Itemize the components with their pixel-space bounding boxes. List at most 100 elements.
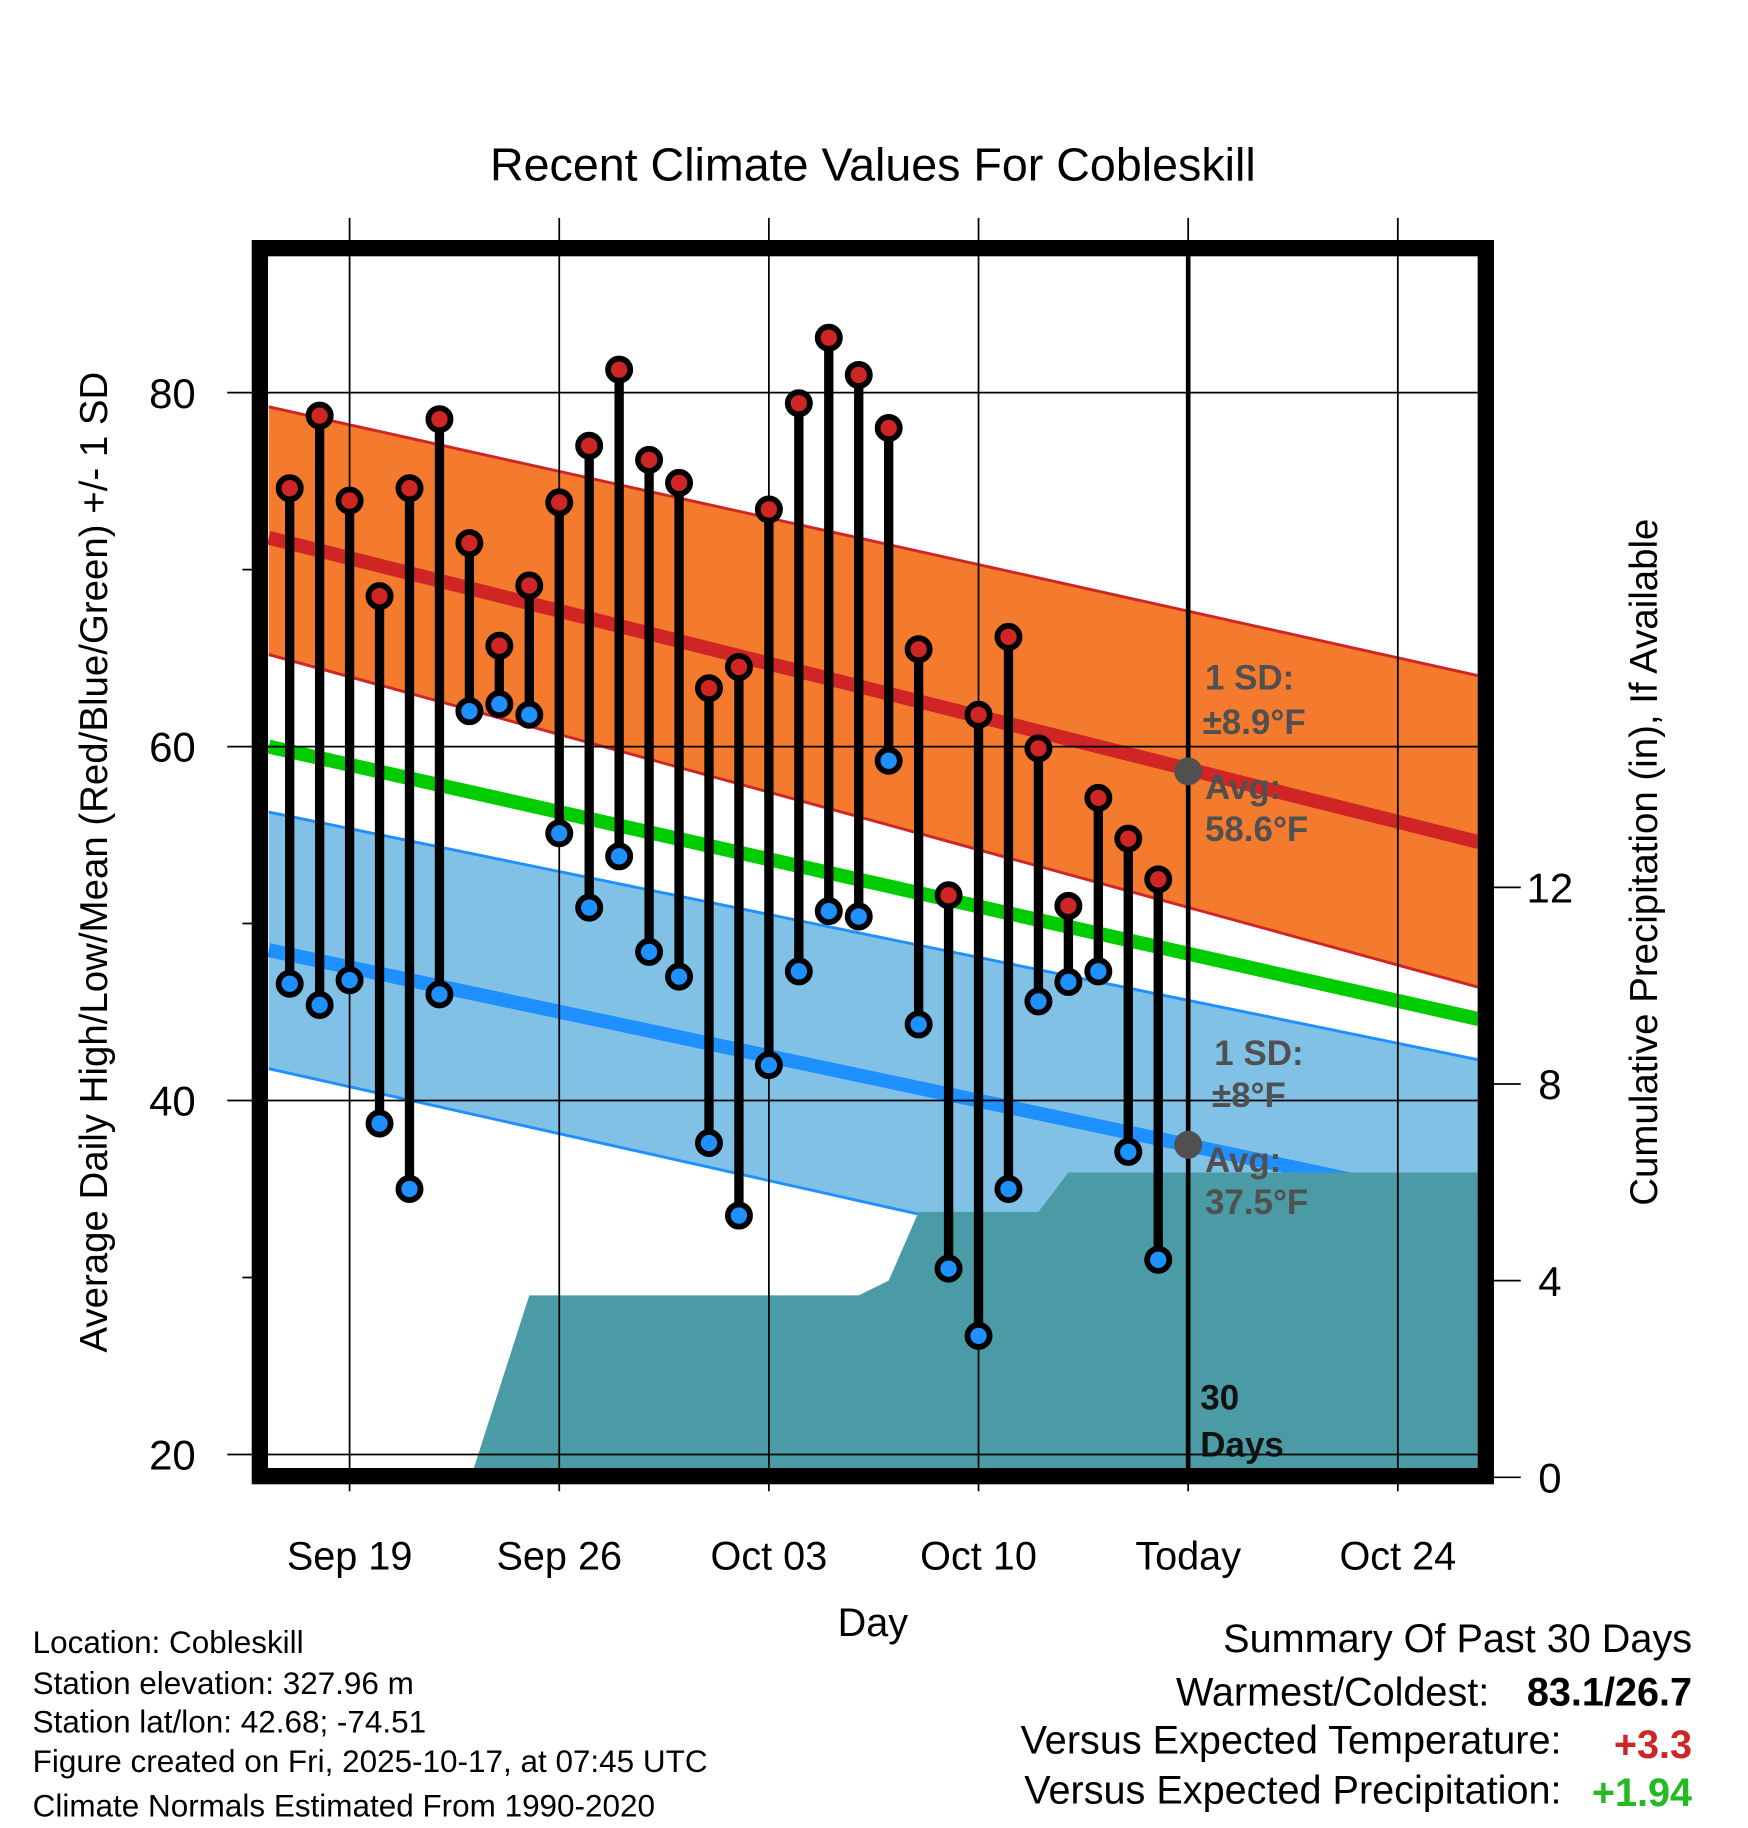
daily-high-point — [844, 360, 873, 389]
today-low-avg-marker — [1174, 1130, 1203, 1159]
low-avg-label: Avg: — [1205, 1141, 1281, 1180]
daily-high-point — [455, 529, 484, 558]
daily-low-point — [545, 819, 574, 848]
low-band-upper-edge — [268, 810, 1478, 1062]
summary-title: Summary Of Past 30 Days — [1223, 1617, 1692, 1661]
daily-low-point — [275, 969, 304, 998]
info-location: Location: Cobleskill — [33, 1625, 304, 1660]
daily-low-point — [814, 897, 843, 926]
daily-high-point — [874, 414, 903, 443]
daily-low-point — [425, 980, 454, 1009]
daily-high-point — [1144, 865, 1173, 894]
plot-area — [268, 405, 1478, 1468]
summary-temp-value: +3.3 — [1614, 1723, 1692, 1767]
daily-low-point — [335, 966, 364, 995]
low-sd-value: ±8°F — [1212, 1076, 1286, 1115]
daily-high-point — [1084, 783, 1113, 812]
summary-panel: Summary Of Past 30 Days Warmest/Coldest:… — [1021, 1617, 1692, 1815]
daily-high-point — [964, 700, 993, 729]
daily-high-point — [1114, 824, 1143, 853]
info-latlon: Station lat/lon: 42.68; -74.51 — [33, 1704, 426, 1739]
daily-high-point — [575, 431, 604, 460]
low-avg-value: 37.5°F — [1205, 1183, 1308, 1222]
station-info: Location: Cobleskill Station elevation: … — [33, 1625, 708, 1823]
daily-low-point — [695, 1129, 723, 1157]
daily-high-point — [485, 631, 514, 660]
daily-high-point — [695, 674, 723, 703]
info-created: Figure created on Fri, 2025-10-17, at 07… — [33, 1744, 708, 1779]
axes: 20 40 60 80 0 4 8 12 Sep 19 Sep 26 Oct 03 Oct 10 Tod… — [149, 370, 1573, 1579]
period-days-number: 30 — [1200, 1379, 1239, 1418]
low-sd-label: 1 SD: — [1214, 1034, 1303, 1073]
x-tick-label: Oct 24 — [1339, 1534, 1456, 1578]
daily-low-point — [1144, 1245, 1173, 1274]
y-tick-label: 20 — [149, 1432, 196, 1479]
x-tick-label: Oct 10 — [920, 1534, 1037, 1578]
y-tick-label: 60 — [149, 724, 196, 771]
high-avg-value: 58.6°F — [1205, 810, 1308, 849]
daily-high-point — [994, 622, 1023, 651]
daily-low-point — [784, 957, 813, 986]
y2-tick-label: 12 — [1527, 864, 1574, 911]
high-avg-label: Avg: — [1205, 768, 1281, 807]
daily-high-point — [665, 468, 694, 497]
y-tick-label: 80 — [149, 370, 196, 417]
x-axis-label: Day — [838, 1601, 909, 1645]
summary-precip-label: Versus Expected Precipitation: — [1024, 1769, 1561, 1813]
daily-low-point — [485, 690, 514, 719]
daily-high-point — [784, 389, 813, 418]
info-normals: Climate Normals Estimated From 1990-2020 — [33, 1788, 655, 1823]
summary-warm-cold-label: Warmest/Coldest: — [1176, 1671, 1489, 1715]
daily-high-point — [365, 582, 394, 611]
daily-high-point — [754, 495, 783, 524]
daily-low-point — [575, 893, 604, 922]
daily-high-point — [515, 571, 544, 600]
y-tick-label: 40 — [149, 1078, 196, 1125]
y2-tick-label: 4 — [1538, 1258, 1561, 1305]
daily-high-point — [934, 881, 963, 910]
daily-low-point — [665, 962, 694, 991]
daily-low-point — [605, 842, 634, 871]
y2-axis-label: Cumulative Precipitation (in), If Availa… — [1623, 519, 1666, 1206]
daily-low-point — [934, 1254, 963, 1283]
daily-low-point — [874, 746, 903, 775]
y-axis-label: Average Daily High/Low/Mean (Red/Blue/Gr… — [73, 372, 116, 1353]
daily-low-point — [724, 1201, 753, 1230]
daily-low-point — [515, 700, 544, 729]
summary-temp-label: Versus Expected Temperature: — [1021, 1718, 1562, 1762]
daily-low-point — [964, 1321, 993, 1350]
normal-mean-line — [268, 739, 1478, 1026]
daily-high-point — [904, 635, 933, 664]
today-high-avg-marker — [1174, 757, 1203, 786]
daily-low-point — [635, 937, 664, 966]
x-tick-label: Oct 03 — [711, 1534, 828, 1578]
daily-high-point — [305, 401, 334, 430]
info-elevation: Station elevation: 327.96 m — [33, 1666, 414, 1701]
daily-low-point — [994, 1175, 1023, 1203]
chart-title: Recent Climate Values For Cobleskill — [490, 139, 1256, 191]
daily-low-point — [1054, 967, 1083, 996]
y2-tick-label: 0 — [1538, 1454, 1561, 1501]
period-days-unit: Days — [1200, 1425, 1284, 1464]
summary-warm-cold-value: 83.1/26.7 — [1527, 1671, 1692, 1715]
daily-low-point — [1024, 987, 1053, 1016]
x-tick-label: Sep 19 — [287, 1534, 413, 1578]
daily-low-point — [365, 1109, 394, 1138]
daily-high-point — [425, 405, 454, 434]
daily-low-point — [305, 990, 334, 1019]
x-tick-label: Today — [1135, 1534, 1241, 1578]
plot-frame — [251, 240, 1494, 1485]
summary-precip-value: +1.94 — [1592, 1771, 1692, 1815]
daily-marks — [275, 323, 1173, 1350]
y2-tick-label: 8 — [1538, 1061, 1561, 1108]
daily-high-point — [275, 474, 304, 503]
daily-high-point — [1054, 891, 1083, 920]
daily-low-point — [1084, 957, 1113, 986]
daily-high-point — [814, 323, 843, 352]
daily-low-point — [844, 902, 873, 931]
daily-high-point — [395, 474, 424, 503]
x-tick-label: Sep 26 — [496, 1534, 622, 1578]
high-sd-label: 1 SD: — [1205, 659, 1294, 698]
